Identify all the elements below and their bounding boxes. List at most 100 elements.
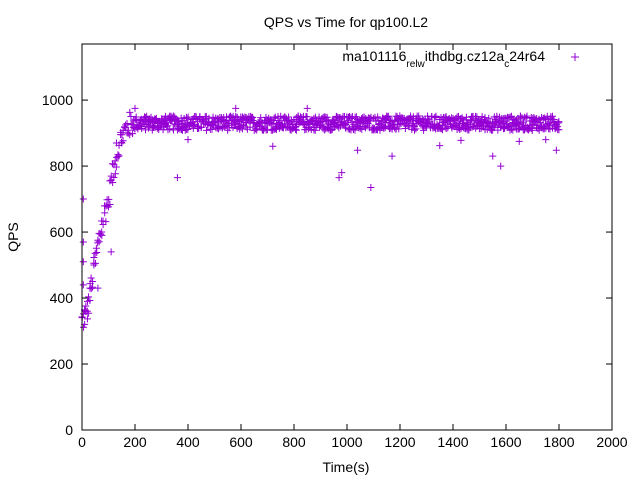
data-point — [143, 120, 151, 128]
data-point-outlier — [552, 146, 560, 154]
data-point — [266, 119, 274, 127]
data-point-outlier — [303, 104, 311, 112]
data-point — [285, 113, 293, 121]
data-point-outlier — [232, 104, 240, 112]
data-point — [391, 124, 399, 132]
data-point — [83, 315, 91, 323]
y-tick-label: 0 — [65, 422, 73, 438]
data-point — [263, 126, 271, 134]
data-point-outlier — [83, 307, 91, 315]
data-point — [523, 112, 531, 120]
data-point — [80, 323, 88, 331]
data-point — [101, 209, 109, 217]
data-point — [432, 112, 440, 120]
data-point — [445, 115, 453, 123]
data-point — [465, 124, 473, 132]
data-point — [92, 244, 100, 252]
data-point — [184, 126, 192, 134]
data-point-outlier — [457, 136, 465, 144]
data-point — [295, 119, 303, 127]
axis-ticks: 0 200 400 600 800 1000 1200 1400 1600 1800 2000 0 20… — [42, 44, 628, 450]
data-point — [128, 121, 136, 129]
data-point — [208, 125, 216, 133]
data-point-outlier — [489, 152, 497, 160]
data-point — [536, 119, 544, 127]
data-point — [298, 113, 306, 121]
data-point — [374, 113, 382, 121]
legend-label: ma101116relwithdbg.cz12ac24r64 — [342, 48, 545, 70]
data-point-outlier — [388, 152, 396, 160]
data-point — [111, 157, 119, 165]
data-point — [118, 131, 126, 139]
data-point-outlier — [79, 238, 87, 246]
data-point — [138, 125, 146, 133]
data-point-outlier — [79, 258, 87, 266]
data-point — [85, 293, 93, 301]
data-point — [105, 195, 113, 203]
data-point — [384, 112, 392, 120]
data-point — [527, 125, 535, 133]
data-point — [311, 126, 319, 134]
data-point — [485, 114, 493, 122]
x-tick-label: 1000 — [331, 434, 362, 450]
data-point — [184, 113, 192, 121]
x-tick-label: 200 — [123, 434, 147, 450]
data-point — [336, 114, 344, 122]
data-point-outlier — [79, 281, 87, 289]
data-point-outlier — [338, 169, 346, 177]
y-tick-label: 400 — [50, 290, 74, 306]
data-point — [115, 152, 123, 160]
data-point — [458, 115, 466, 123]
data-point — [126, 108, 134, 116]
data-point — [292, 126, 300, 134]
data-point-outlier — [118, 139, 126, 147]
x-tick-label: 1400 — [437, 434, 468, 450]
legend: ma101116relwithdbg.cz12ac24r64 — [342, 48, 579, 70]
data-point-outlier — [497, 162, 505, 170]
data-point — [360, 113, 368, 121]
y-tick-label: 200 — [50, 356, 74, 372]
x-axis-label: Time(s) — [323, 459, 370, 475]
x-tick-label: 1600 — [490, 434, 521, 450]
data-point-outlier — [367, 184, 375, 192]
data-point — [221, 122, 229, 130]
data-point — [507, 112, 515, 120]
data-points — [78, 104, 563, 331]
data-point — [318, 118, 326, 126]
x-tick-label: 800 — [282, 434, 306, 450]
data-point — [229, 123, 237, 131]
data-point — [364, 120, 372, 128]
data-point-outlier — [107, 248, 115, 256]
data-point — [528, 126, 536, 134]
data-point-outlier — [79, 195, 87, 203]
data-point — [555, 126, 563, 134]
data-point — [129, 130, 137, 138]
data-point-outlier — [436, 142, 444, 150]
data-point — [509, 126, 517, 134]
legend-plus-marker — [571, 53, 579, 61]
data-point — [412, 125, 420, 133]
data-point — [109, 179, 117, 187]
data-point-outlier — [94, 284, 102, 292]
data-point — [95, 238, 103, 246]
data-point — [106, 200, 114, 208]
data-point — [114, 153, 122, 161]
data-point-outlier — [269, 142, 277, 150]
data-point — [395, 125, 403, 133]
data-point — [86, 297, 94, 305]
data-point — [127, 112, 135, 120]
data-point — [175, 124, 183, 132]
data-point — [430, 114, 438, 122]
data-point — [439, 126, 447, 134]
data-point — [89, 277, 97, 285]
data-point — [112, 163, 120, 171]
data-point — [111, 170, 119, 178]
data-point — [91, 259, 99, 267]
data-point — [87, 274, 95, 282]
x-tick-label: 400 — [176, 434, 200, 450]
data-point — [202, 126, 210, 134]
data-point — [91, 249, 99, 257]
legend-marker — [571, 53, 579, 61]
